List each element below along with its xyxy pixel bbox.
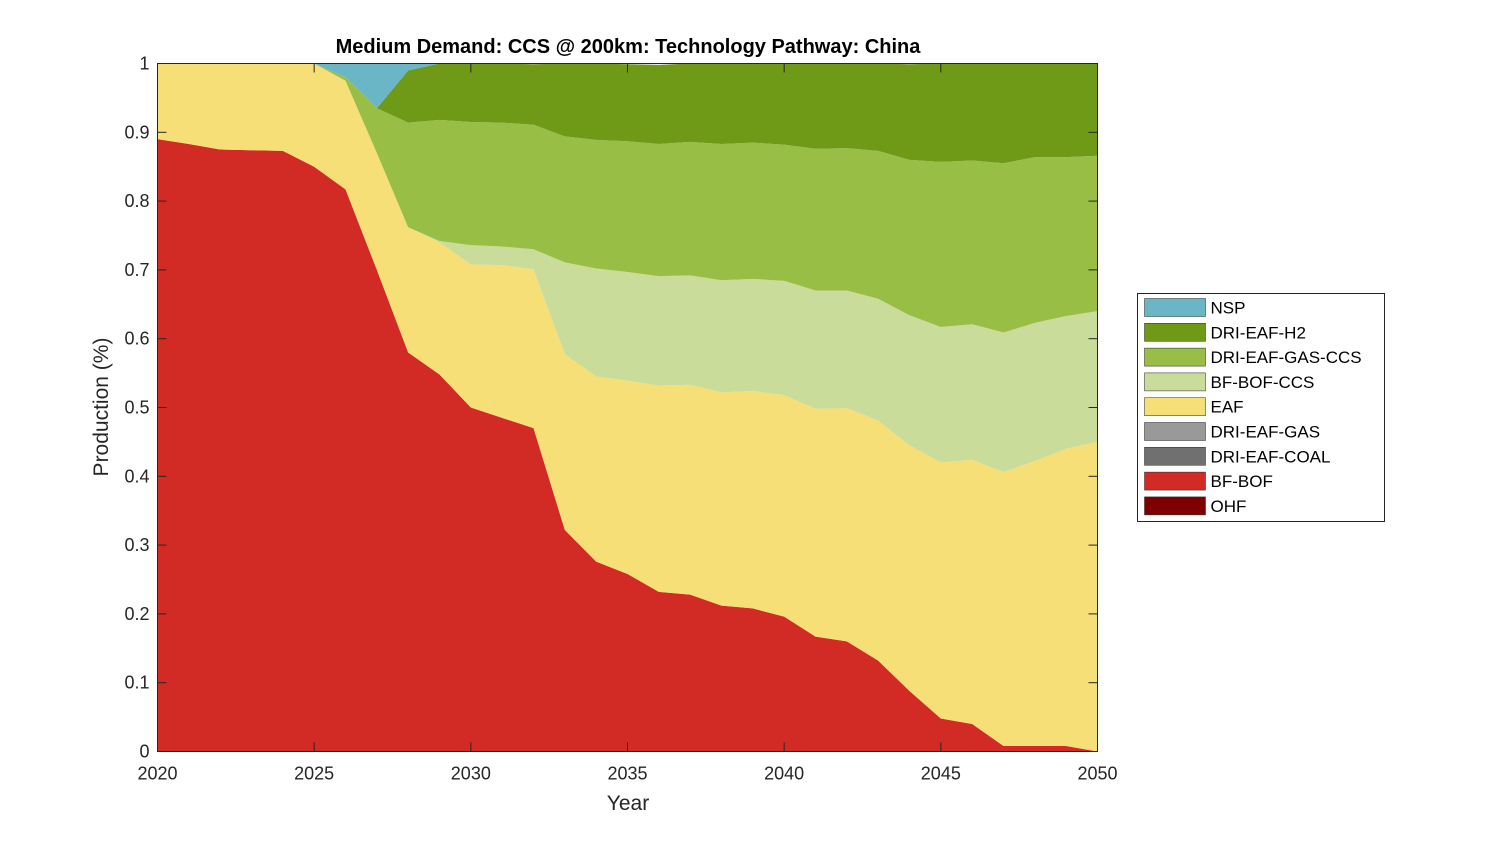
x-tick-label: 2030 <box>451 764 491 784</box>
legend-swatch-nsp <box>1144 298 1206 317</box>
y-tick-label: 0.3 <box>124 535 149 555</box>
legend-label-eaf: EAF <box>1211 398 1244 417</box>
legend-swatch-eaf <box>1144 397 1206 416</box>
area-nsp <box>157 63 1098 109</box>
area-series-group <box>157 63 1098 752</box>
y-axis: 0 0.1 0.2 0.3 0.4 0.5 0.6 0.7 0.8 0.9 1 <box>124 54 1098 762</box>
y-tick-label: 0.5 <box>124 398 149 418</box>
legend-swatch-dri-eaf-gas <box>1144 422 1206 441</box>
x-tick-label: 2040 <box>764 764 804 784</box>
legend-label-ohf: OHF <box>1211 497 1247 516</box>
legend-swatch-dri-eaf-gas-ccs <box>1144 347 1206 367</box>
legend-label-dri-eaf-gas-ccs: DRI-EAF-GAS-CCS <box>1211 348 1362 367</box>
area-bf-bof-ccs <box>157 63 1098 473</box>
y-tick-label: 0.8 <box>124 191 149 211</box>
legend-label-bf-bof-ccs: BF-BOF-CCS <box>1211 373 1315 392</box>
y-axis-label: Production (%) <box>90 338 113 477</box>
y-tick-label: 0 <box>139 742 149 762</box>
x-axis-label: Year <box>607 792 649 815</box>
y-tick-label: 0.7 <box>124 260 149 280</box>
x-tick-label: 2025 <box>294 764 334 784</box>
legend-swatch-dri-eaf-h2 <box>1144 323 1206 342</box>
y-tick-label: 0.9 <box>124 122 149 142</box>
x-tick-label: 2020 <box>137 764 177 784</box>
legend-label-dri-eaf-coal: DRI-EAF-COAL <box>1211 447 1331 466</box>
legend-swatch-bf-bof-ccs <box>1144 372 1206 392</box>
legend-swatch-dri-eaf-coal <box>1144 447 1206 466</box>
legend-label-bf-bof: BF-BOF <box>1211 472 1273 491</box>
y-tick-label: 0.1 <box>124 673 149 693</box>
x-axis: 2020 2025 2030 2035 2040 2045 2050 <box>137 63 1118 784</box>
area-dri-eaf-gas-ccs <box>157 63 1098 333</box>
area-dri-eaf-h2 <box>157 63 1098 164</box>
area-eaf <box>157 63 1098 752</box>
x-tick-label: 2035 <box>607 764 647 784</box>
area-bf-bof <box>157 139 1098 752</box>
legend-label-dri-eaf-h2: DRI-EAF-H2 <box>1211 323 1306 342</box>
y-tick-label: 0.6 <box>124 329 149 349</box>
chart-title: Medium Demand: CCS @ 200km: Technology P… <box>336 36 922 58</box>
x-tick-label: 2045 <box>921 764 961 784</box>
y-tick-label: 1 <box>139 54 149 74</box>
y-tick-label: 0.2 <box>124 604 149 624</box>
legend-label-dri-eaf-gas: DRI-EAF-GAS <box>1211 423 1321 442</box>
legend-swatch-bf-bof <box>1144 471 1206 491</box>
legend-label-nsp: NSP <box>1211 299 1246 318</box>
legend: NSP DRI-EAF-H2 DRI-EAF-GAS-CCS BF-BOF-CCS EA… <box>1137 293 1385 522</box>
y-tick-label: 0.4 <box>124 466 149 486</box>
legend-swatch-ohf <box>1144 496 1206 516</box>
x-tick-label: 2050 <box>1077 764 1117 784</box>
